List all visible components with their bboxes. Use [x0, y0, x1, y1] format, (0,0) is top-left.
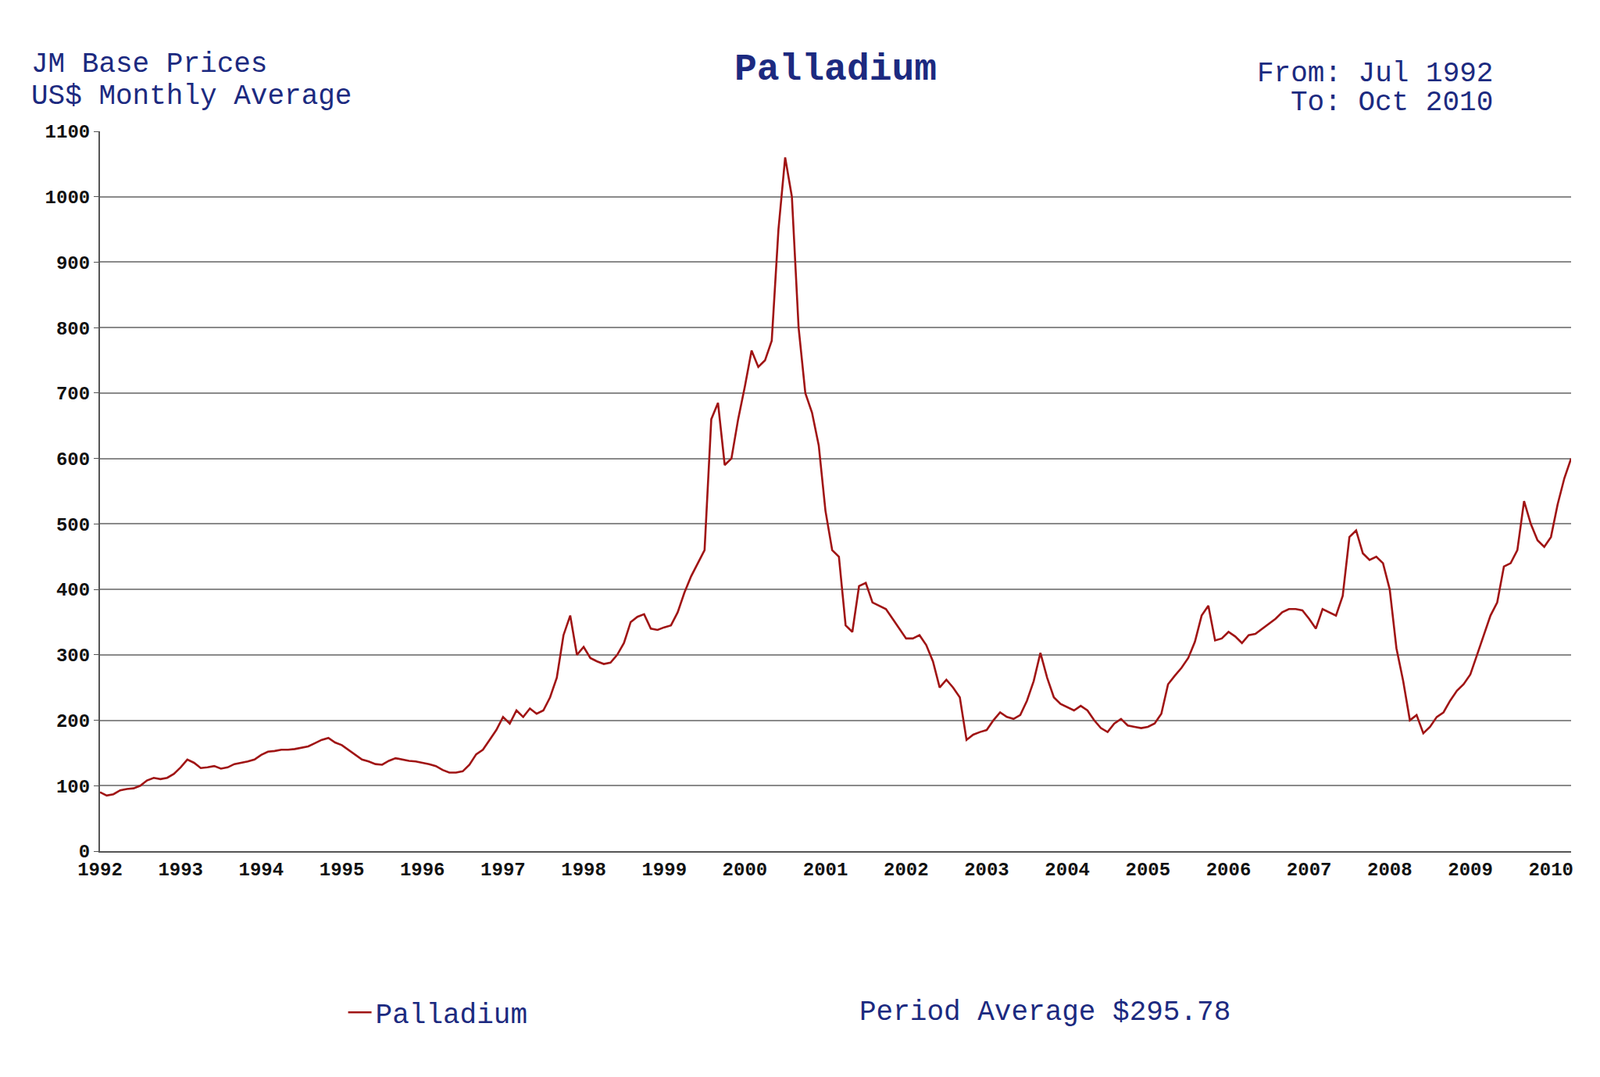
svg-text:800: 800	[56, 318, 90, 340]
svg-text:1998: 1998	[560, 859, 607, 881]
svg-text:500: 500	[56, 514, 90, 536]
svg-text:Palladium: Palladium	[375, 999, 528, 1032]
svg-text:700: 700	[56, 383, 90, 405]
svg-text:100: 100	[56, 776, 90, 798]
svg-text:1994: 1994	[239, 859, 285, 881]
svg-text:2007: 2007	[1286, 859, 1333, 881]
svg-text:Period Average $295.78: Period Average $295.78	[859, 996, 1231, 1029]
svg-text:2000: 2000	[722, 859, 768, 881]
svg-text:1993: 1993	[157, 859, 204, 881]
svg-text:From: Jul 1992: From: Jul 1992	[1257, 57, 1493, 90]
svg-text:2006: 2006	[1206, 859, 1252, 881]
svg-text:US$ Monthly Average: US$ Monthly Average	[31, 80, 352, 113]
svg-text:2002: 2002	[883, 859, 929, 881]
svg-text:1000: 1000	[45, 187, 91, 209]
svg-text:200: 200	[56, 710, 90, 733]
svg-text:Palladium: Palladium	[734, 48, 937, 91]
svg-text:2003: 2003	[964, 859, 1010, 881]
svg-text:1100: 1100	[45, 121, 91, 143]
svg-text:300: 300	[56, 645, 90, 667]
svg-text:2001: 2001	[803, 859, 849, 881]
svg-text:1995: 1995	[319, 859, 365, 881]
svg-text:1999: 1999	[641, 859, 687, 881]
svg-text:2009: 2009	[1447, 859, 1493, 881]
svg-text:400: 400	[56, 579, 90, 601]
svg-text:2004: 2004	[1044, 859, 1090, 881]
svg-text:2010: 2010	[1528, 859, 1574, 881]
svg-text:900: 900	[56, 253, 90, 275]
svg-text:JM Base Prices: JM Base Prices	[31, 48, 268, 81]
svg-text:2008: 2008	[1367, 859, 1413, 881]
svg-text:1996: 1996	[400, 859, 446, 881]
svg-text:0: 0	[78, 841, 90, 863]
svg-text:1992: 1992	[77, 859, 123, 881]
svg-text:2005: 2005	[1125, 859, 1172, 881]
svg-text:1997: 1997	[480, 859, 526, 881]
svg-text:To: Oct 2010: To: Oct 2010	[1290, 86, 1493, 119]
svg-text:600: 600	[56, 449, 90, 471]
